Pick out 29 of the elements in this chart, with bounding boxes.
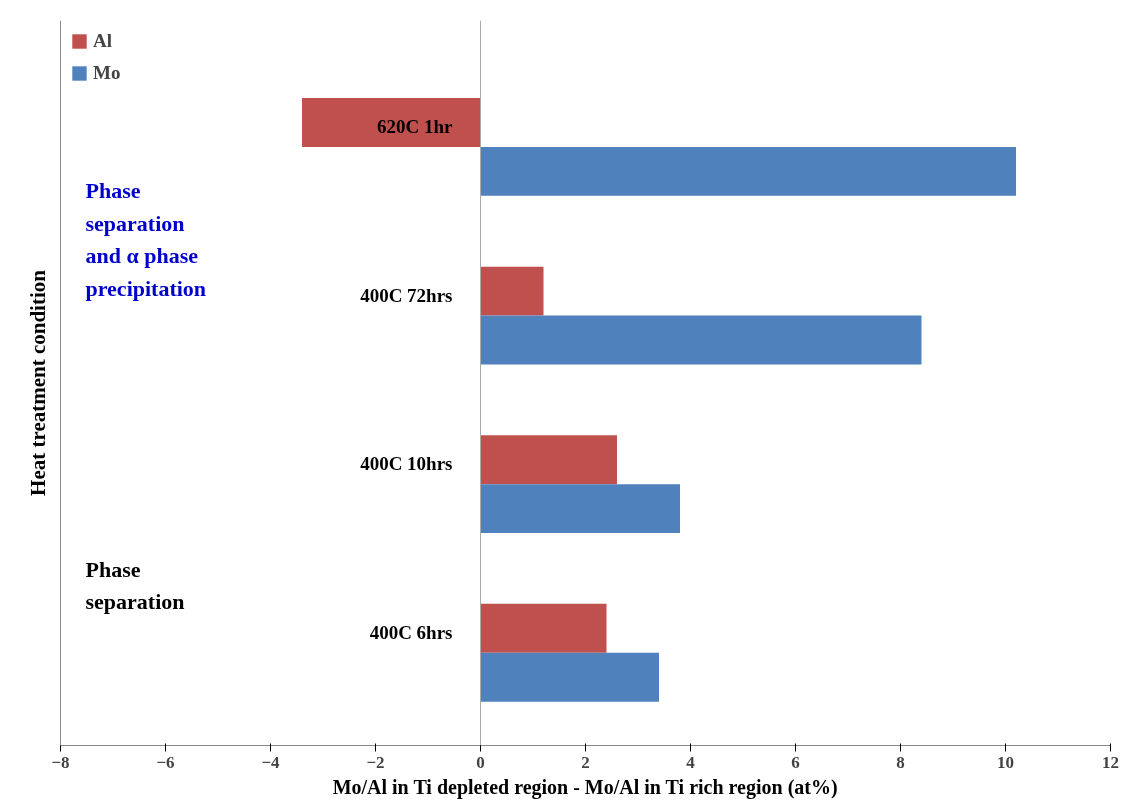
y-tick-label: 400C 10hrs: [360, 453, 453, 475]
y-tick-label: 400C 6hrs: [369, 622, 453, 644]
bar: [480, 146, 1016, 196]
y-axis-title: Heat treatment condition: [25, 269, 50, 496]
bar: [480, 435, 617, 485]
bar: [480, 315, 922, 365]
annotation: Phase separation: [85, 556, 185, 615]
x-tick-label: 10: [997, 752, 1014, 772]
bar: [302, 98, 481, 147]
bar: [480, 652, 659, 702]
bar: [480, 484, 680, 534]
x-tick-label: 8: [896, 752, 905, 772]
y-tick-label: 400C 72hrs: [360, 284, 453, 306]
x-axis-title: Mo/Al in Ti depleted region - Mo/Al in Ti rich region (at%): [332, 775, 838, 799]
bar: [480, 266, 544, 316]
x-tick-label: −8: [51, 752, 70, 772]
legend-label: Mo: [93, 62, 121, 84]
x-tick-label: −4: [261, 752, 281, 772]
legend-label: Al: [93, 30, 113, 52]
x-tick-label: 2: [581, 752, 590, 772]
y-tick-label: 620C 1hr: [377, 116, 454, 138]
x-tick-label: 12: [1102, 752, 1119, 772]
bar: [480, 603, 607, 653]
x-tick-label: −2: [366, 752, 385, 772]
x-tick-label: 4: [686, 752, 696, 772]
x-tick-label: −6: [156, 752, 175, 772]
annotation: Phase separation and α phase precipitation: [85, 178, 207, 301]
x-tick-label: 0: [476, 752, 485, 772]
x-tick-label: 6: [791, 752, 800, 772]
